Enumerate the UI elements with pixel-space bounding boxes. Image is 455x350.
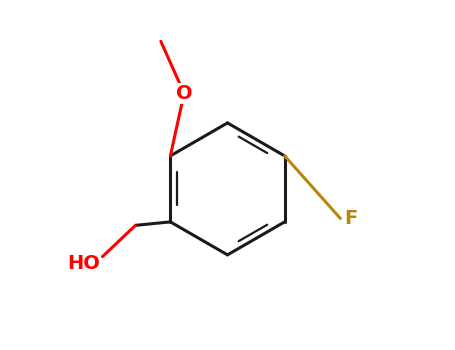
Text: F: F [344,209,357,228]
Text: O: O [176,84,192,103]
Text: HO: HO [67,254,100,273]
